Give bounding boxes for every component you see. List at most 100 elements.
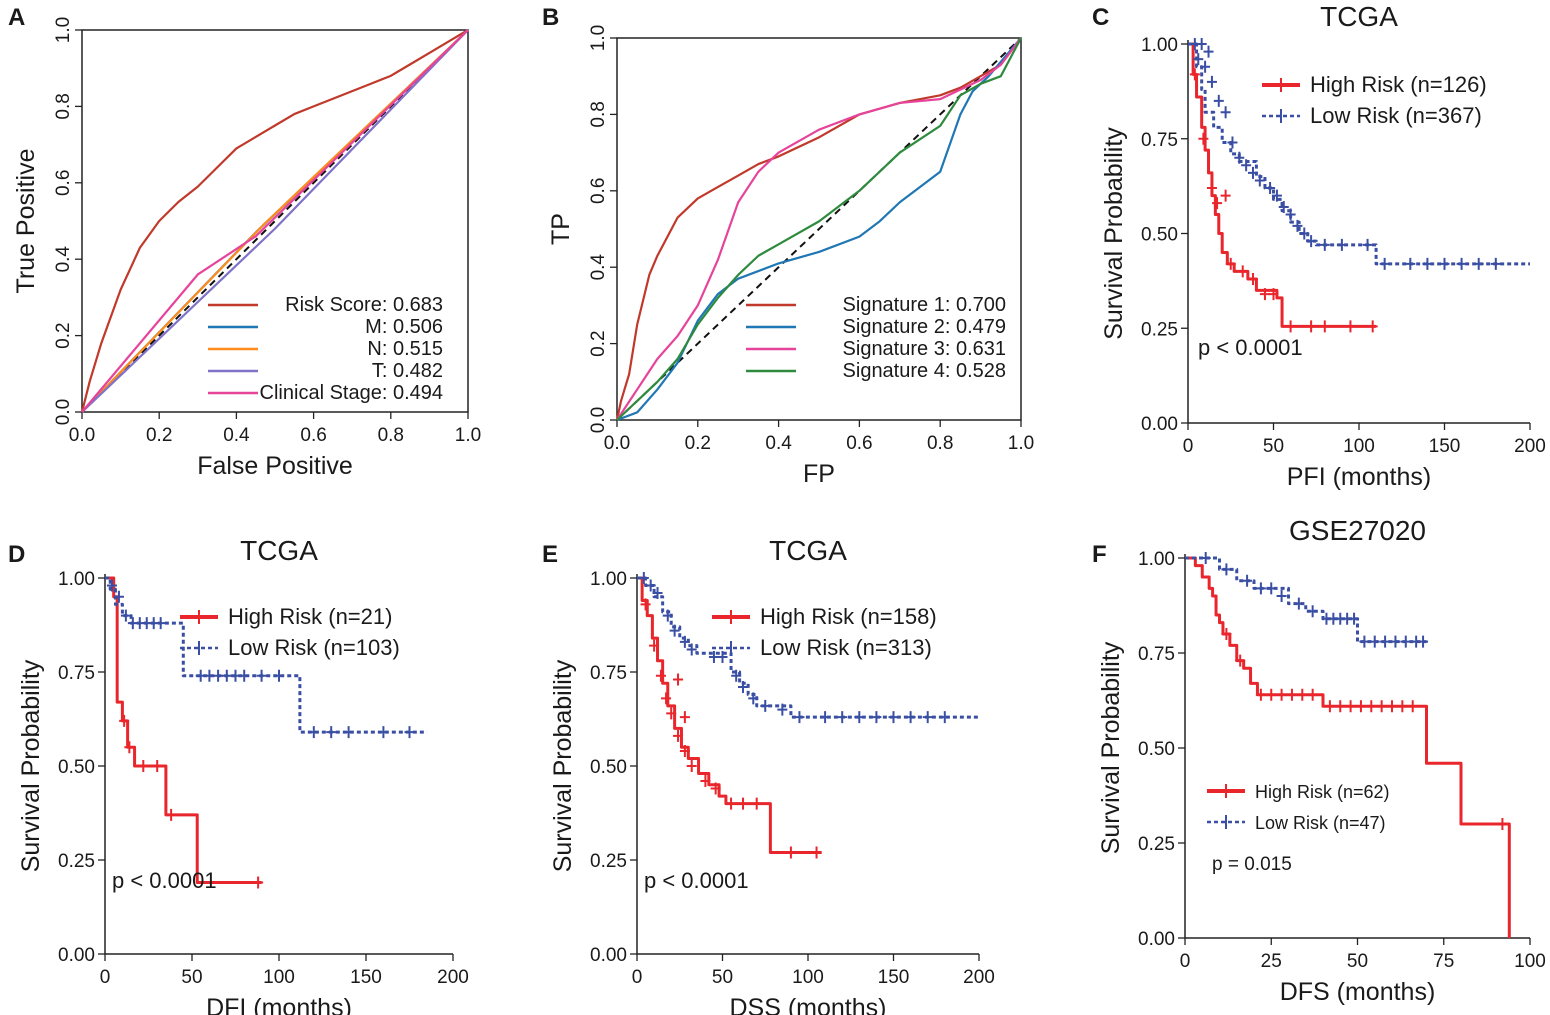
censor-mark (939, 711, 950, 724)
y-axis-title: Survival Probability (1097, 641, 1125, 854)
x-tick-label: 1.0 (1008, 433, 1034, 454)
censor-mark (655, 669, 666, 682)
censor-mark (1276, 590, 1287, 602)
censor-mark (1390, 635, 1401, 648)
censor-mark (256, 669, 267, 682)
censor-mark (1193, 53, 1204, 66)
y-tick-label: 0.8 (588, 101, 609, 127)
censor-mark (1255, 582, 1266, 595)
y-tick-label: 0.6 (588, 178, 609, 204)
censor-mark (1266, 688, 1277, 701)
series-line-2 (616, 37, 1022, 422)
censor-mark (640, 598, 651, 611)
censor-mark (794, 711, 805, 724)
y-tick-label: 0.4 (588, 254, 609, 281)
legend-label: High Risk (n=126) (1310, 72, 1487, 97)
censor-mark (1345, 320, 1356, 333)
censor-mark (1247, 166, 1258, 179)
censor-mark (1359, 635, 1370, 648)
censor-mark (686, 760, 697, 772)
x-tick-label: 100 (1343, 436, 1375, 457)
censor-mark (638, 572, 649, 584)
x-axis-title: DFI (months) (206, 994, 352, 1015)
censor-mark (1200, 552, 1211, 564)
y-axis-title: Survival Probability (17, 659, 45, 872)
y-tick-label: 1.00 (1138, 549, 1175, 570)
censor-mark (738, 681, 749, 694)
legend-label: Signature 4: 0.528 (843, 360, 1006, 382)
censor-mark (404, 726, 415, 739)
censor-mark (1422, 257, 1433, 270)
censor-mark (1439, 257, 1450, 270)
censor-mark (1306, 320, 1317, 333)
diagonal-reference-line (616, 37, 1022, 421)
x-tick-label: 150 (1429, 436, 1461, 457)
censor-mark (717, 650, 728, 663)
censor-mark (1265, 182, 1276, 195)
censor-mark (686, 643, 697, 656)
censor-mark (871, 711, 882, 724)
panel-label-D: D (8, 541, 25, 568)
censor-mark (922, 711, 933, 724)
y-tick-label: 0.75 (58, 663, 95, 684)
censor-mark (1387, 700, 1397, 713)
censor-mark (1237, 265, 1248, 278)
legend-label: N: 0.515 (367, 338, 443, 360)
censor-mark (1299, 227, 1310, 240)
censor-mark (888, 711, 899, 724)
legend-label: M: 0.506 (365, 316, 443, 338)
series-line-1 (1188, 42, 1377, 328)
series-line-2 (1188, 42, 1530, 266)
chart-title: TCGA (240, 535, 318, 566)
x-tick-label: 0.2 (146, 425, 172, 446)
y-tick-label: 0.75 (1138, 644, 1175, 665)
censor-mark (679, 711, 690, 724)
censor-mark (854, 711, 865, 724)
y-tick-label: 0.25 (1141, 319, 1178, 340)
censor-mark (1268, 288, 1279, 301)
x-tick-label: 0 (632, 967, 643, 988)
legend-label: High Risk (n=62) (1255, 782, 1390, 802)
censor-mark (1200, 60, 1211, 73)
x-tick-label: 0.6 (846, 433, 872, 454)
censor-mark (1307, 688, 1318, 701)
y-tick-label: 0.4 (53, 246, 74, 273)
y-tick-label: 0.0 (53, 399, 74, 425)
panel-label-E: E (542, 541, 558, 568)
panel-label-C: C (1092, 4, 1109, 31)
y-tick-label: 0.00 (1141, 414, 1178, 435)
censor-mark (204, 669, 215, 682)
censor-mark (738, 797, 749, 810)
censor-mark (1196, 38, 1207, 50)
censor-mark (230, 669, 241, 682)
censor-mark (1286, 688, 1297, 701)
x-tick-label: 0.0 (604, 433, 630, 454)
legend-label: Clinical Stage: 0.494 (260, 382, 443, 404)
series-line-1 (615, 37, 1022, 421)
censor-mark (1227, 136, 1238, 149)
y-tick-label: 0.00 (58, 945, 95, 966)
censor-mark (1407, 700, 1418, 713)
p-value: p < 0.0001 (112, 868, 217, 893)
censor-mark (837, 711, 848, 724)
chart-title: TCGA (769, 535, 847, 566)
x-tick-label: 0.4 (223, 425, 250, 446)
censor-mark (1345, 700, 1356, 713)
y-tick-label: 0.75 (590, 663, 627, 684)
y-tick-label: 0.8 (53, 93, 74, 119)
p-value: p < 0.0001 (644, 868, 749, 893)
chart-title: GSE27020 (1289, 515, 1426, 546)
censor-mark (221, 669, 232, 682)
censor-mark (731, 669, 742, 682)
x-tick-label: 0.0 (69, 425, 95, 446)
y-axis-title: Survival Probability (549, 659, 577, 872)
censor-mark (378, 726, 389, 739)
censor-mark (1213, 94, 1224, 107)
censor-mark (1292, 219, 1303, 232)
y-axis-title: True Positive (12, 149, 40, 294)
x-tick-label: 0.8 (378, 425, 404, 446)
censor-mark (673, 673, 684, 686)
censor-mark (1220, 189, 1231, 202)
censor-mark (1189, 68, 1200, 81)
censor-mark (1206, 75, 1217, 88)
